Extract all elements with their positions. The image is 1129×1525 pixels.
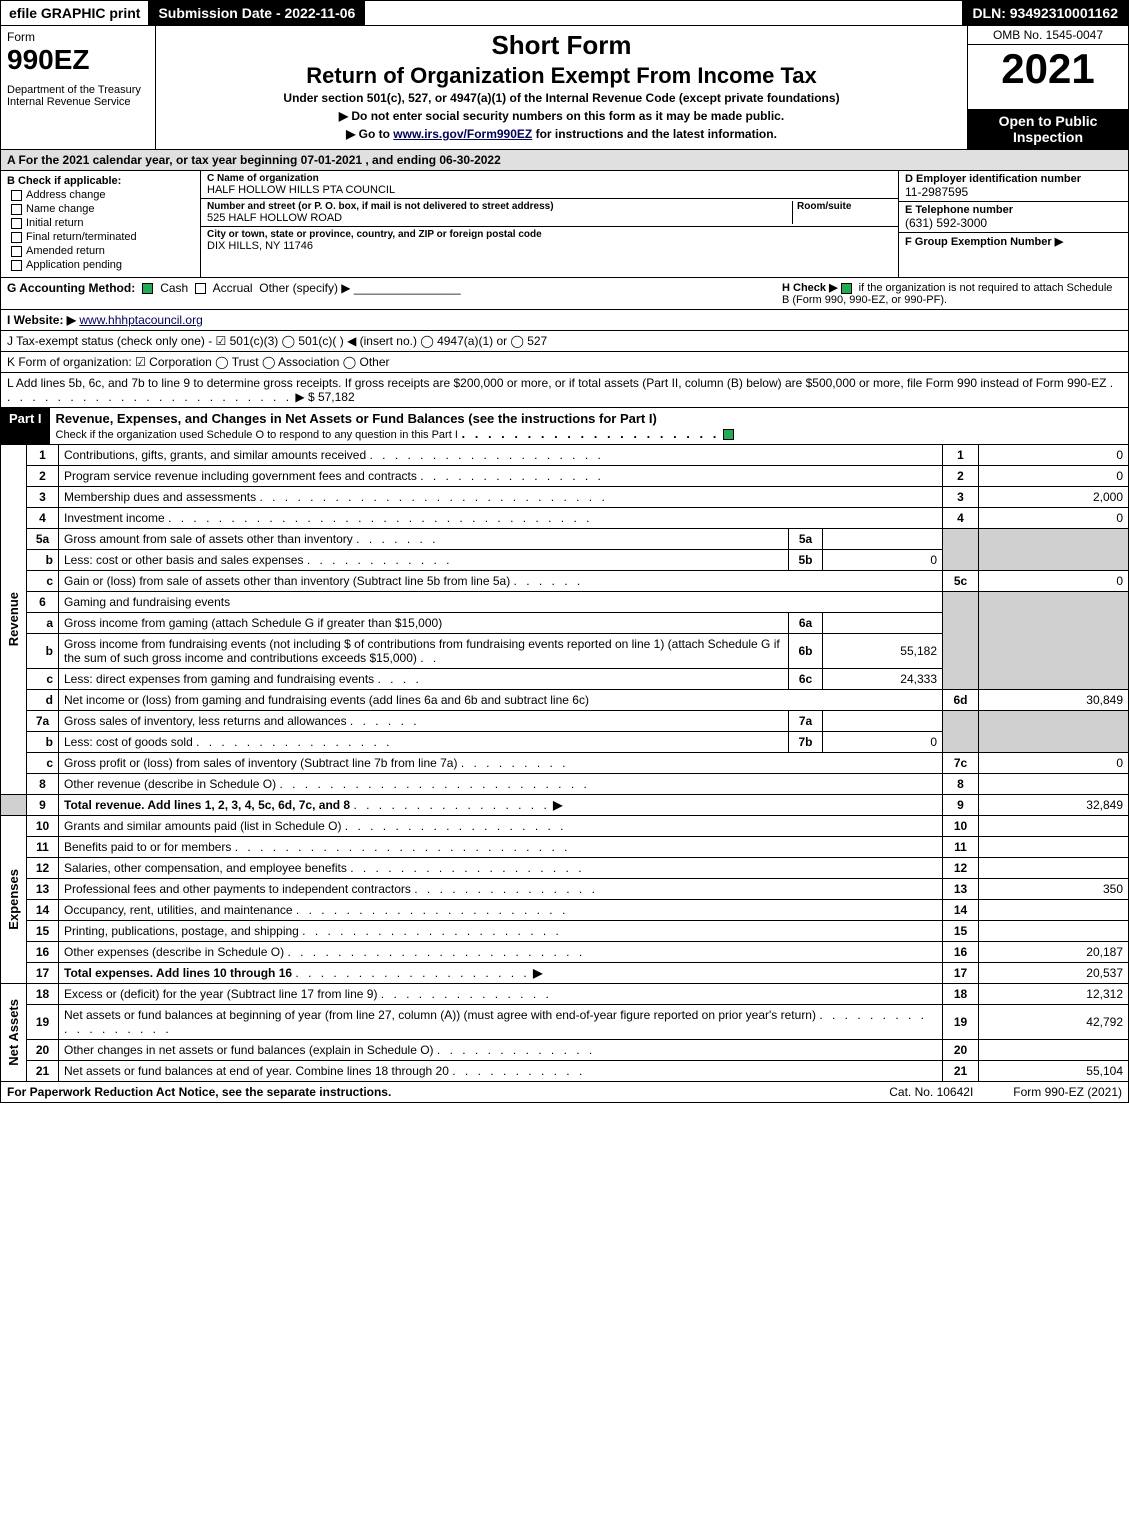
line15-amt [979,921,1129,942]
line7a-val [823,711,943,732]
revenue-section-label: Revenue [6,592,21,646]
line17-amt: 20,537 [979,963,1129,984]
line6b-val: 55,182 [823,634,943,669]
org-name-label: C Name of organization [207,173,892,184]
line6d-amt: 30,849 [979,690,1129,711]
row-k-form-org: K Form of organization: ☑ Corporation ◯ … [0,352,1129,373]
group-exemption-label: F Group Exemption Number ▶ [905,235,1122,248]
line3-amt: 2,000 [979,487,1129,508]
inspection-label: Open to Public Inspection [968,109,1128,149]
line6a-val [823,613,943,634]
org-name: HALF HOLLOW HILLS PTA COUNCIL [207,184,892,196]
catalog-number: Cat. No. 10642I [849,1085,1013,1099]
cash-checkbox[interactable] [142,283,153,294]
part1-title: Revenue, Expenses, and Changes in Net As… [50,408,1128,444]
under-section: Under section 501(c), 527, or 4947(a)(1)… [164,91,959,105]
schedule-o-checkbox[interactable] [723,429,734,440]
department: Department of the Treasury Internal Reve… [7,84,149,108]
line7c-amt: 0 [979,753,1129,774]
line5b-val: 0 [823,550,943,571]
title-box: Short Form Return of Organization Exempt… [156,26,968,149]
dln: DLN: 93492310001162 [962,1,1128,25]
line2-amt: 0 [979,466,1129,487]
row-h: H Check ▶ if the organization is not req… [782,281,1122,306]
line8-amt [979,774,1129,795]
form-number: 990EZ [7,44,149,76]
col-d-ein: D Employer identification number 11-2987… [898,171,1128,277]
addr-label: Number and street (or P. O. box, if mail… [207,201,792,212]
ein: 11-2987595 [905,185,1122,199]
row-a-tax-year: A For the 2021 calendar year, or tax yea… [0,150,1129,171]
omb-number: OMB No. 1545-0047 [968,26,1128,45]
part1-header: Part I Revenue, Expenses, and Changes in… [0,408,1129,445]
accounting-method: G Accounting Method: Cash Accrual Other … [7,281,782,306]
return-title: Return of Organization Exempt From Incom… [164,63,959,89]
row-l-gross-receipts: L Add lines 5b, 6c, and 7b to line 9 to … [0,373,1129,408]
form-ref: Form 990-EZ (2021) [1013,1085,1122,1099]
b-label: B Check if applicable: [7,175,194,187]
ein-label: D Employer identification number [905,173,1122,185]
line13-amt: 350 [979,879,1129,900]
irs-link[interactable]: www.irs.gov/Form990EZ [393,127,532,141]
initial-return-checkbox[interactable]: Initial return [7,217,194,229]
line12-amt [979,858,1129,879]
line6c-val: 24,333 [823,669,943,690]
form-id-box: Form 990EZ Department of the Treasury In… [1,26,156,149]
efile-label[interactable]: efile GRAPHIC print [1,1,148,25]
website-link[interactable]: www.hhhptacouncil.org [79,313,202,327]
line5c-amt: 0 [979,571,1129,592]
name-change-checkbox[interactable]: Name change [7,203,194,215]
line7b-val: 0 [823,732,943,753]
row-j-tax-status: J Tax-exempt status (check only one) - ☑… [0,331,1129,352]
phone-label: E Telephone number [905,204,1122,216]
section-bcdef: B Check if applicable: Address change Na… [0,171,1129,278]
final-return-checkbox[interactable]: Final return/terminated [7,231,194,243]
form-header: Form 990EZ Department of the Treasury In… [0,26,1129,150]
address-change-checkbox[interactable]: Address change [7,189,194,201]
row-g-h: G Accounting Method: Cash Accrual Other … [0,278,1129,310]
lines-table: Revenue 1 Contributions, gifts, grants, … [0,445,1129,1082]
line1-amt: 0 [979,445,1129,466]
line11-amt [979,837,1129,858]
part1-label: Part I [1,408,50,444]
line18-amt: 12,312 [979,984,1129,1005]
netassets-section-label: Net Assets [6,999,21,1066]
footer: For Paperwork Reduction Act Notice, see … [0,1082,1129,1103]
paperwork-notice: For Paperwork Reduction Act Notice, see … [7,1085,849,1099]
submission-date: Submission Date - 2022-11-06 [148,1,365,25]
line20-amt [979,1040,1129,1061]
header-bar: efile GRAPHIC print Submission Date - 20… [0,0,1129,26]
col-c-org-info: C Name of organization HALF HOLLOW HILLS… [201,171,898,277]
tax-year: 2021 [968,45,1128,109]
goto-line: ▶ Go to www.irs.gov/Form990EZ for instru… [164,127,959,141]
amended-return-checkbox[interactable]: Amended return [7,245,194,257]
addr: 525 HALF HOLLOW ROAD [207,212,792,224]
line9-amt: 32,849 [979,795,1129,816]
expenses-section-label: Expenses [6,869,21,930]
phone: (631) 592-3000 [905,216,1122,230]
row-i-website: I Website: ▶ www.hhhptacouncil.org [0,310,1129,331]
line16-amt: 20,187 [979,942,1129,963]
line5a-val [823,529,943,550]
line10-amt [979,816,1129,837]
short-form-title: Short Form [164,30,959,61]
line14-amt [979,900,1129,921]
room-label: Room/suite [797,201,892,212]
right-box: OMB No. 1545-0047 2021 Open to Public In… [968,26,1128,149]
city-label: City or town, state or province, country… [207,229,892,240]
application-pending-checkbox[interactable]: Application pending [7,259,194,271]
city: DIX HILLS, NY 11746 [207,240,892,252]
form-label: Form [7,30,149,44]
line21-amt: 55,104 [979,1061,1129,1082]
ssn-warning: ▶ Do not enter social security numbers o… [164,109,959,123]
accrual-checkbox[interactable] [195,283,206,294]
schedule-b-checkbox[interactable] [841,283,852,294]
line4-amt: 0 [979,508,1129,529]
col-b-checkboxes: B Check if applicable: Address change Na… [1,171,201,277]
line19-amt: 42,792 [979,1005,1129,1040]
